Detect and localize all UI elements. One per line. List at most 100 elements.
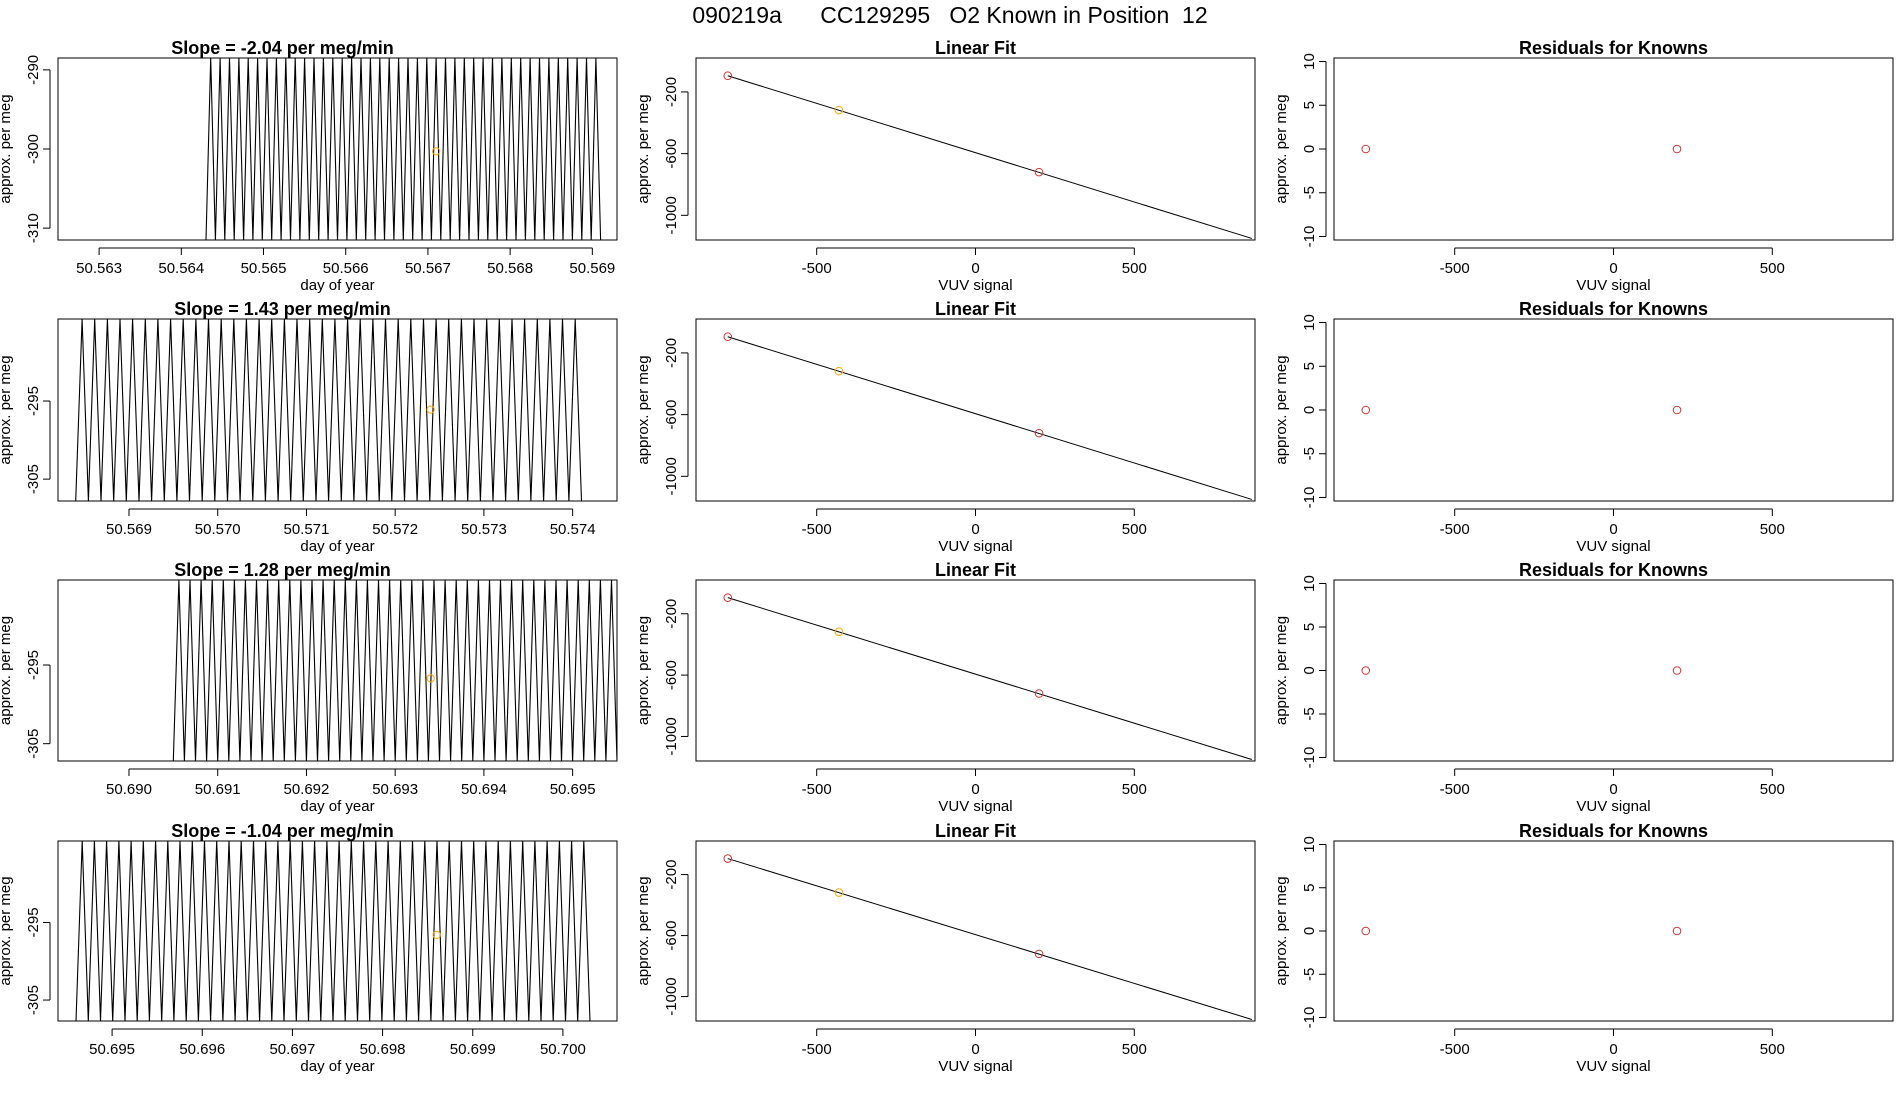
plot-area	[1361, 666, 1682, 675]
y-tick-label: 5	[1301, 623, 1318, 631]
x-tick-label: 50.691	[195, 781, 241, 798]
y-axis-label: approx. per meg	[0, 616, 14, 725]
plot-area	[1361, 144, 1682, 154]
y-tick-label: -600	[663, 660, 680, 690]
y-tick-label: 0	[1301, 927, 1318, 935]
x-tick-label: 50.693	[372, 781, 418, 798]
unknown-marker	[432, 930, 441, 939]
panel-residuals-row-1: -500 0 500 VUV signal -10 -5 0 5 10 approx. per m…	[1273, 38, 1894, 294]
y-tick-label: -5	[1301, 447, 1318, 460]
x-tick-label: 50.697	[269, 1041, 315, 1058]
y-tick-label: -295	[25, 907, 42, 937]
x-tick-label: 50.699	[450, 1041, 496, 1058]
y-tick-label: 0	[1301, 666, 1318, 674]
known-point	[1361, 666, 1371, 675]
x-tick-label: 0	[1609, 260, 1617, 277]
x-tick-label: 500	[1122, 781, 1147, 798]
panel-residuals-row-3: -500 0 500 VUV signal -10 -5 0 5 10 approx. per m…	[1273, 560, 1894, 815]
y-tick-label: 0	[1301, 145, 1318, 153]
panel-timeseries-row-3: 50.690 50.691 50.692 50.693 50.694 50.695 day …	[0, 560, 618, 815]
unknown-marker	[432, 147, 441, 156]
y-tick-label: -200	[663, 77, 680, 107]
x-tick-label: 50.569	[569, 260, 615, 277]
known-point	[1672, 144, 1682, 154]
panel-linear_fit-row-1: -500 0 500 VUV signal -1000 -600 -200 approx. p…	[635, 38, 1256, 294]
x-tick-label: 50.573	[461, 521, 507, 538]
known-point	[1361, 926, 1371, 936]
x-tick-label: 50.564	[158, 260, 204, 277]
plot-area	[723, 593, 1252, 760]
y-tick-label: -5	[1301, 186, 1318, 199]
x-axis-label: VUV signal	[1576, 1058, 1650, 1075]
x-tick-label: 50.574	[550, 521, 596, 538]
y-tick-label: -10	[1301, 487, 1318, 509]
x-axis-label: day of year	[300, 1058, 374, 1075]
unknown-point	[834, 627, 844, 637]
y-tick-label: -1000	[663, 457, 680, 495]
plot-frame	[57, 318, 618, 502]
x-tick-label: 50.567	[405, 260, 451, 277]
x-tick-label: 50.566	[323, 260, 369, 277]
x-tick-label: -500	[802, 1041, 832, 1058]
y-tick-label: -5	[1301, 707, 1318, 720]
x-axis-label: VUV signal	[1576, 277, 1650, 294]
known-point	[1034, 167, 1044, 177]
x-tick-label: 50.690	[106, 781, 152, 798]
x-tick-label: 0	[971, 781, 979, 798]
panel-linear_fit-row-4: -500 0 500 VUV signal -1000 -600 -200 approx. p…	[635, 821, 1256, 1075]
y-tick-label: -200	[663, 599, 680, 629]
plot-area	[58, 580, 617, 761]
panel-title: Slope = -1.04 per meg/min	[171, 821, 394, 841]
y-tick-label: -300	[25, 134, 42, 164]
unknown-point	[834, 888, 844, 897]
plot-frame	[57, 57, 618, 241]
x-tick-label: 50.565	[241, 260, 287, 277]
x-tick-label: 50.694	[461, 781, 507, 798]
plot-frame	[57, 579, 618, 762]
y-tick-label: -305	[25, 985, 42, 1015]
y-tick-label: -10	[1301, 1007, 1318, 1029]
x-tick-label: 50.563	[76, 260, 122, 277]
y-axis-label: approx. per meg	[1273, 876, 1290, 985]
x-axis-label: VUV signal	[1576, 798, 1650, 815]
y-tick-label: -10	[1301, 747, 1318, 769]
x-tick-label: 0	[971, 260, 979, 277]
plot-frame	[1333, 579, 1894, 762]
fit-line	[727, 336, 1252, 500]
plot-frame	[695, 840, 1256, 1022]
plot-frame	[1333, 57, 1894, 241]
x-axis-label: VUV signal	[938, 538, 1012, 555]
y-axis-label: approx. per meg	[635, 876, 652, 985]
panel-title: Linear Fit	[935, 560, 1016, 580]
x-tick-label: 500	[1760, 521, 1785, 538]
panel-timeseries-row-2: 50.569 50.570 50.571 50.572 50.573 50.574 day …	[0, 299, 618, 555]
y-tick-label: -10	[1301, 226, 1318, 248]
known-point	[723, 71, 733, 81]
y-axis-label: approx. per meg	[0, 355, 14, 464]
known-point	[1034, 949, 1044, 959]
x-tick-label: -500	[802, 781, 832, 798]
unknown-point	[834, 366, 844, 376]
x-tick-label: 0	[1609, 1041, 1617, 1058]
x-tick-label: 50.695	[89, 1041, 135, 1058]
panel-residuals-row-4: -500 0 500 VUV signal -10 -5 0 5 10 approx. per m…	[1273, 821, 1894, 1075]
panel-title: Linear Fit	[935, 38, 1016, 58]
x-tick-label: 0	[971, 1041, 979, 1058]
x-tick-label: 500	[1122, 521, 1147, 538]
x-tick-label: 50.698	[360, 1041, 406, 1058]
panel-title: Slope = 1.43 per meg/min	[174, 299, 391, 319]
x-tick-label: 50.695	[550, 781, 596, 798]
panel-linear_fit-row-2: -500 0 500 VUV signal -1000 -600 -200 approx. p…	[635, 299, 1256, 555]
x-axis-label: VUV signal	[938, 798, 1012, 815]
plot-frame	[1333, 318, 1894, 502]
plot-area	[58, 841, 591, 1021]
x-tick-label: 50.572	[372, 521, 418, 538]
y-tick-label: 0	[1301, 406, 1318, 414]
y-axis-label: approx. per meg	[1273, 616, 1290, 725]
y-tick-label: 10	[1301, 53, 1318, 70]
x-tick-label: 500	[1760, 260, 1785, 277]
figure-title: 090219a CC129295 O2 Known in Position 12	[692, 2, 1208, 28]
y-axis-label: approx. per meg	[635, 616, 652, 725]
x-axis-label: VUV signal	[1576, 538, 1650, 555]
